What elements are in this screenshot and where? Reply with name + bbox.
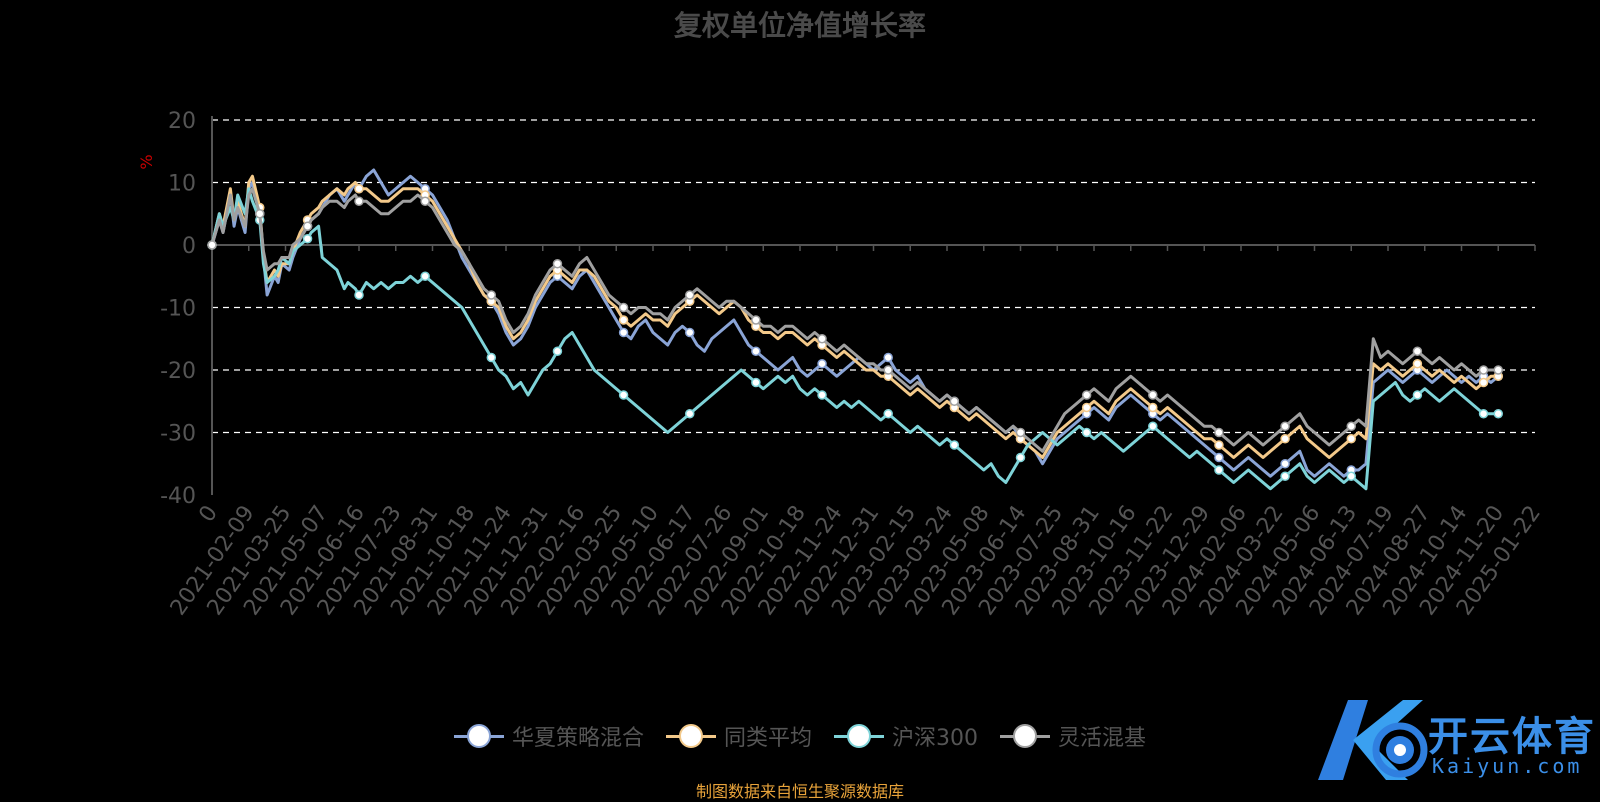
series-point-3: [686, 291, 694, 299]
series-point-3: [208, 241, 216, 249]
series-point-3: [1281, 422, 1289, 430]
y-tick-label: 10: [168, 172, 196, 197]
y-tick-label: -20: [160, 359, 196, 384]
series-point-1: [1215, 441, 1223, 449]
series-point-2: [884, 410, 892, 418]
series-point-2: [1347, 472, 1355, 480]
series-point-3: [1413, 347, 1421, 355]
series-line-0: [212, 170, 1498, 476]
series-point-0: [620, 329, 628, 337]
y-tick-label: -40: [160, 484, 196, 509]
series-point-1: [1480, 379, 1488, 387]
y-axis-label: %: [137, 154, 156, 169]
series-point-2: [1494, 410, 1502, 418]
y-tick-label: -30: [160, 422, 196, 447]
series-point-3: [1083, 391, 1091, 399]
legend-item-3[interactable]: 灵活混基: [1000, 720, 1146, 752]
logo-subtext: Kaiyun.com: [1432, 754, 1582, 778]
series-point-1: [1083, 404, 1091, 412]
legend-item-0[interactable]: 华夏策略混合: [454, 720, 644, 752]
series-point-0: [818, 360, 826, 368]
series-point-2: [1083, 429, 1091, 437]
series-point-3: [1480, 366, 1488, 374]
series-point-2: [304, 235, 312, 243]
legend-swatch-icon: [834, 724, 884, 748]
series-point-2: [686, 410, 694, 418]
series-point-3: [1347, 422, 1355, 430]
legend-label: 华夏策略混合: [512, 720, 644, 752]
series-point-3: [1494, 366, 1502, 374]
series-point-0: [686, 329, 694, 337]
series-point-3: [553, 260, 561, 268]
legend-label: 灵活混基: [1058, 720, 1146, 752]
series-line-2: [212, 189, 1498, 489]
series-point-2: [1480, 410, 1488, 418]
legend-label: 沪深300: [892, 720, 978, 752]
series-point-1: [1281, 435, 1289, 443]
series-point-0: [1281, 460, 1289, 468]
series-point-0: [752, 347, 760, 355]
series-point-2: [1281, 472, 1289, 480]
series-point-3: [884, 366, 892, 374]
series-point-3: [421, 197, 429, 205]
series-point-3: [256, 210, 264, 218]
series-point-2: [553, 347, 561, 355]
legend-item-1[interactable]: 同类平均: [666, 720, 812, 752]
series-point-2: [487, 354, 495, 362]
series-point-3: [620, 304, 628, 312]
series-point-2: [1017, 454, 1025, 462]
series-point-2: [1149, 422, 1157, 430]
y-tick-label: 0: [182, 234, 196, 259]
series-point-3: [487, 291, 495, 299]
series-point-1: [355, 185, 363, 193]
series-point-2: [1215, 466, 1223, 474]
series-point-1: [620, 316, 628, 324]
y-tick-label: -10: [160, 297, 196, 322]
source-note: 制图数据来自恒生聚源数据库: [0, 778, 1600, 802]
series-point-1: [1347, 435, 1355, 443]
series-line-3: [212, 189, 1498, 452]
legend-swatch-icon: [1000, 724, 1050, 748]
series-point-3: [355, 197, 363, 205]
legend-label: 同类平均: [724, 720, 812, 752]
series-point-3: [1215, 429, 1223, 437]
series-point-2: [620, 391, 628, 399]
series-point-3: [752, 316, 760, 324]
series-point-1: [1413, 360, 1421, 368]
series-point-3: [950, 397, 958, 405]
series-point-2: [421, 272, 429, 280]
series-line-1: [212, 176, 1498, 457]
legend-swatch-icon: [666, 724, 716, 748]
legend-swatch-icon: [454, 724, 504, 748]
series-point-2: [752, 379, 760, 387]
series-point-3: [818, 335, 826, 343]
series-point-2: [950, 441, 958, 449]
series-point-3: [1017, 429, 1025, 437]
x-tick-label: 0: [194, 501, 223, 527]
series-point-2: [1413, 391, 1421, 399]
series-point-2: [355, 291, 363, 299]
legend-item-2[interactable]: 沪深300: [834, 720, 978, 752]
series-point-3: [1149, 391, 1157, 399]
series-point-1: [1149, 404, 1157, 412]
y-tick-label: 20: [168, 109, 196, 134]
series-point-0: [884, 354, 892, 362]
series-point-0: [1215, 454, 1223, 462]
series-point-3: [304, 222, 312, 230]
series-point-2: [818, 391, 826, 399]
